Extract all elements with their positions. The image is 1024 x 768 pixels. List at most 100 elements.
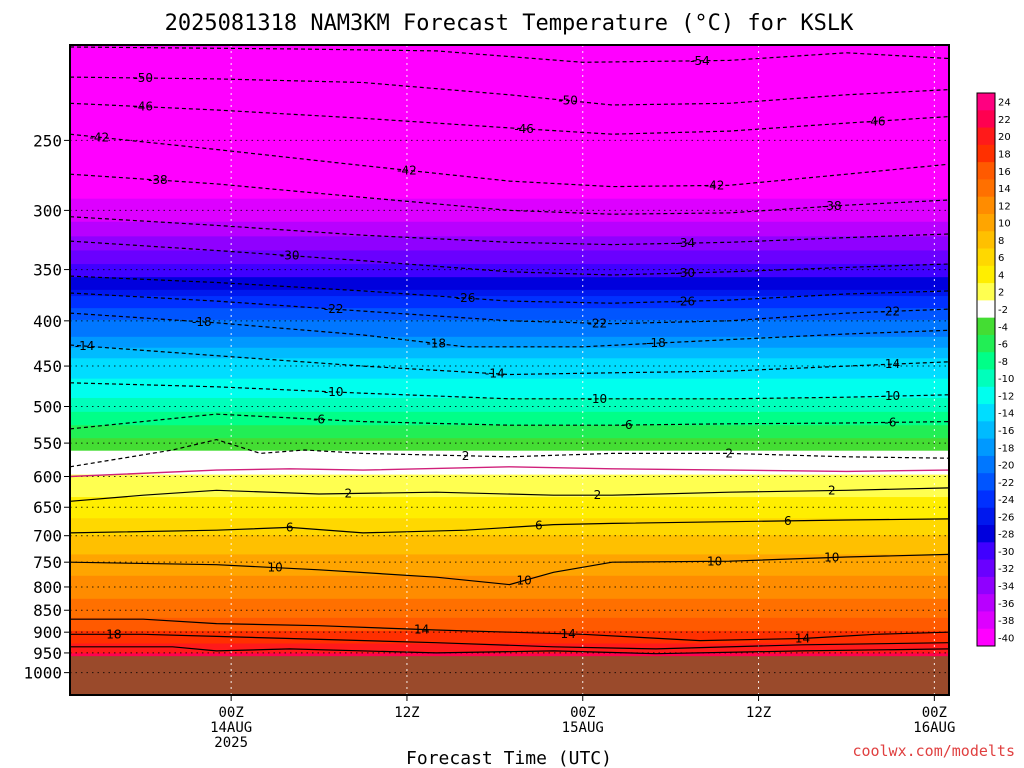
grid-lines [70, 45, 949, 695]
isotherm-label: -10 [324, 385, 344, 399]
isotherm-line [70, 240, 949, 276]
y-tick-label: 950 [33, 644, 62, 663]
colorbar-swatch [977, 386, 995, 405]
isotherm-label: 14 [560, 627, 575, 641]
temperature-band [70, 429, 949, 435]
colorbar-swatch [977, 507, 995, 526]
isotherm-label: -14 [881, 357, 901, 371]
x-tick-label: 14AUG [210, 720, 252, 736]
isotherm-label: -6 [884, 415, 896, 429]
colorbar-label: 22 [998, 115, 1011, 126]
temperature-band [70, 383, 949, 390]
chart-title: 2025081318 NAM3KM Forecast Temperature (… [165, 11, 855, 36]
isotherm-label: -38 [822, 199, 842, 213]
temperature-band [70, 416, 949, 422]
credit-text: coolwx.com/modelts [852, 742, 1015, 760]
isotherm-label: -10 [588, 392, 608, 406]
isotherm-label: -38 [148, 173, 168, 187]
temperature-band [70, 442, 949, 448]
isotherm-label: -10 [881, 389, 901, 403]
isotherm-label: -46 [514, 122, 534, 136]
colorbar-label: 8 [998, 236, 1004, 247]
temperature-band [70, 615, 949, 619]
colorbar-swatch [977, 438, 995, 457]
temperature-band [70, 67, 949, 80]
temperature-band [70, 129, 949, 140]
temperature-band [70, 319, 949, 327]
temperature-band [70, 110, 949, 121]
y-tick-label: 550 [33, 434, 62, 453]
y-tick-label: 600 [33, 468, 62, 487]
temperature-band [70, 504, 949, 509]
x-axis-label: Forecast Time (UTC) [406, 748, 612, 768]
temperature-band [70, 302, 949, 309]
isotherm-label: -6 [621, 418, 633, 432]
temperature-band [70, 462, 949, 468]
isotherm-label: -54 [690, 54, 710, 68]
temperature-band [70, 78, 949, 91]
temperature-band [70, 363, 949, 370]
temperature-band [70, 243, 949, 252]
colorbar-swatch [977, 611, 995, 630]
y-tick-label: 300 [33, 201, 62, 220]
isotherm-label: 6 [286, 520, 294, 534]
isotherm-label: -50 [133, 71, 153, 85]
isotherm-line [70, 618, 949, 642]
colorbar-label: -18 [998, 443, 1014, 454]
colorbar-label: -12 [998, 391, 1014, 402]
temperature-band [70, 518, 949, 523]
colorbar-label: -14 [998, 409, 1014, 420]
colorbar-swatch [977, 334, 995, 353]
isotherm-label: -50 [558, 94, 578, 108]
temperature-band [70, 650, 949, 655]
temperature-band [70, 277, 949, 285]
temperature-band [70, 331, 949, 338]
colorbar-label: 10 [998, 219, 1011, 230]
temperature-bands [70, 45, 949, 695]
colorbar-swatch [977, 179, 995, 198]
isotherm-line [70, 413, 949, 430]
temperature-band [70, 373, 949, 380]
temperature-band [70, 99, 949, 111]
x-tick-label: 00Z [570, 705, 595, 721]
temperature-band [70, 466, 949, 472]
temperature-band [70, 607, 949, 611]
plot-frame [69, 44, 950, 696]
temperature-band [70, 563, 949, 568]
isotherm-label: -22 [324, 302, 344, 316]
colorbar-label: 4 [998, 270, 1004, 281]
temperature-band [70, 528, 949, 533]
isotherm-label: 2 [828, 484, 836, 498]
isotherm-label: -6 [313, 412, 325, 426]
colorbar: 24 22 20 18 16 14 12 10 8 6 4 2 -2 -4 -6 -8 -10 -12 -14 -16… [976, 92, 1014, 647]
isotherm-label: -18 [426, 336, 446, 350]
isotherm-label: 10 [517, 574, 532, 588]
isotherm-line [70, 312, 949, 348]
temperature-band [70, 342, 949, 349]
isotherm-line [70, 344, 949, 376]
temperature-band [70, 296, 949, 303]
temperature-band [70, 336, 949, 344]
colorbar-swatch [977, 421, 995, 440]
temperature-band [70, 612, 949, 616]
temperature-band [70, 174, 949, 184]
temperature-band [70, 229, 949, 238]
isotherm-line [70, 133, 949, 188]
isotherm-label: 18 [106, 627, 121, 641]
isotherm-label: -18 [646, 336, 666, 350]
isotherm-label: 10 [267, 561, 282, 575]
temperature-band [70, 264, 949, 272]
colorbar-swatch [977, 162, 995, 180]
x-tick-label: 12Z [746, 705, 771, 721]
colorbar-label: 12 [998, 201, 1011, 212]
colorbar-swatch [977, 369, 995, 388]
isotherm-line [70, 518, 949, 534]
temperature-band [70, 514, 949, 520]
temperature-band [70, 156, 949, 167]
temperature-band [70, 314, 949, 321]
colorbar-swatch [977, 144, 995, 163]
temperature-band [70, 308, 949, 315]
colorbar-label: -10 [998, 374, 1014, 385]
isotherm-line [70, 76, 949, 106]
isotherm-line [70, 173, 949, 215]
